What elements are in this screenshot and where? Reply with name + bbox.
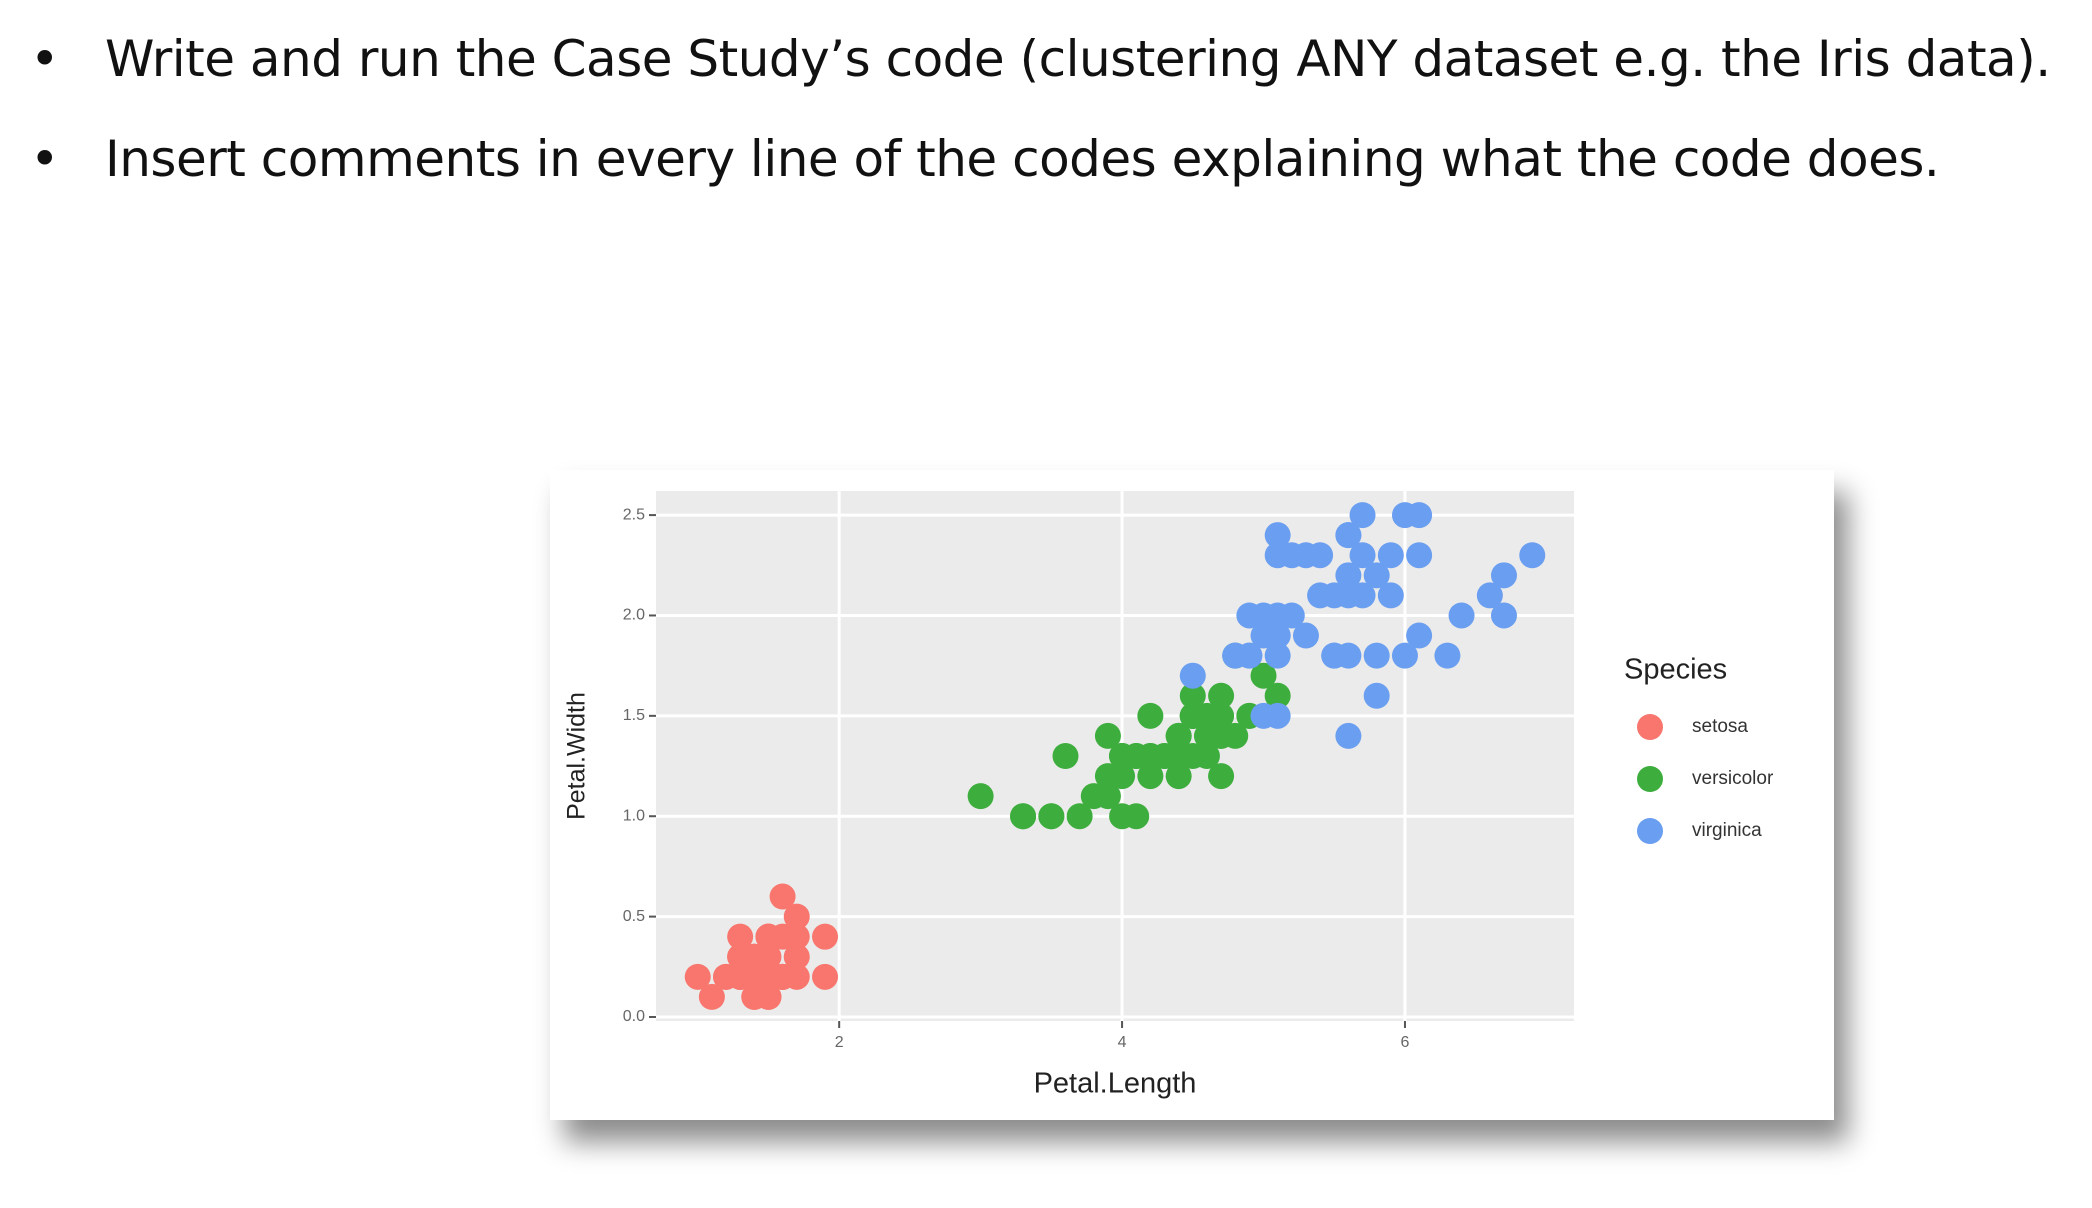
legend-title: Species: [1624, 654, 1727, 686]
point: [1165, 722, 1192, 749]
point: [1490, 562, 1517, 589]
point: [1490, 602, 1517, 629]
point: [741, 983, 768, 1010]
point: [1123, 743, 1150, 769]
point: [1307, 542, 1334, 569]
x-tick-label: 2: [835, 1034, 844, 1051]
point: [1010, 803, 1037, 830]
x-tick-label: 4: [1118, 1034, 1127, 1051]
point: [1151, 743, 1178, 769]
point: [1406, 502, 1433, 529]
point: [1137, 702, 1164, 729]
point: [1123, 803, 1150, 830]
point: [1335, 582, 1362, 609]
point: [698, 983, 725, 1010]
point: [1519, 542, 1546, 569]
legend-swatch: [1637, 714, 1663, 740]
legend-label: versicolor: [1692, 768, 1774, 789]
point: [1109, 763, 1136, 790]
legend-swatch: [1637, 818, 1663, 844]
point: [727, 923, 754, 950]
point: [1222, 642, 1249, 669]
point: [1208, 682, 1235, 709]
point: [1335, 722, 1362, 749]
point: [1434, 642, 1461, 669]
point: [967, 783, 994, 810]
point: [684, 963, 711, 990]
y-tick-label: 0.0: [623, 1008, 645, 1025]
legend-label: virginica: [1692, 820, 1762, 841]
x-tick-label: 6: [1401, 1034, 1410, 1051]
y-tick-label: 0.5: [623, 908, 645, 925]
point: [1278, 542, 1305, 569]
point: [1476, 582, 1503, 609]
bullet-dot: •: [30, 30, 60, 88]
point: [1377, 542, 1404, 569]
y-tick-label: 2.0: [623, 607, 645, 624]
bullet-text: Insert comments in every line of the cod…: [105, 130, 1940, 188]
point: [1080, 783, 1107, 810]
point: [1094, 722, 1121, 749]
point: [1250, 662, 1277, 689]
point: [812, 923, 839, 950]
point: [1165, 763, 1192, 790]
point: [769, 883, 796, 910]
point: [1038, 803, 1065, 830]
point: [1363, 682, 1390, 709]
point: [1052, 743, 1079, 769]
point: [1250, 622, 1277, 649]
point: [1335, 562, 1362, 589]
point: [1222, 722, 1249, 749]
point: [783, 943, 810, 970]
point: [1208, 702, 1235, 729]
point: [1193, 743, 1220, 769]
point: [1349, 542, 1376, 569]
point: [1179, 682, 1206, 709]
legend-label: setosa: [1692, 716, 1748, 737]
point: [812, 963, 839, 990]
point: [1264, 702, 1291, 729]
point: [1208, 763, 1235, 790]
point: [1321, 642, 1348, 669]
bullet-dot: •: [30, 130, 60, 188]
y-tick-label: 1.0: [623, 807, 645, 824]
legend-swatch: [1637, 766, 1663, 792]
point: [1278, 602, 1305, 629]
point: [1179, 662, 1206, 689]
point: [783, 903, 810, 930]
point: [1264, 642, 1291, 669]
point: [741, 963, 768, 990]
point: [1066, 803, 1093, 830]
point: [1391, 642, 1418, 669]
point: [1264, 682, 1291, 709]
point: [741, 943, 768, 970]
point: [1307, 582, 1334, 609]
point: [1236, 602, 1263, 629]
y-tick-label: 1.5: [623, 707, 645, 724]
point: [1292, 622, 1319, 649]
point: [1406, 542, 1433, 569]
point: [1448, 602, 1475, 629]
point: [1349, 502, 1376, 529]
point: [755, 923, 782, 950]
point: [1363, 562, 1390, 589]
point: [1406, 622, 1433, 649]
point: [1335, 522, 1362, 549]
point: [1179, 702, 1206, 729]
y-tick-label: 2.5: [623, 506, 645, 523]
point: [1137, 763, 1164, 790]
y-axis-label: Petal.Width: [563, 692, 591, 820]
point: [1363, 642, 1390, 669]
point: [1264, 522, 1291, 549]
point: [1193, 722, 1220, 749]
point: [1377, 582, 1404, 609]
bullet-text: Write and run the Case Study’s code (clu…: [105, 30, 2051, 88]
x-axis-label: Petal.Length: [1034, 1068, 1197, 1100]
